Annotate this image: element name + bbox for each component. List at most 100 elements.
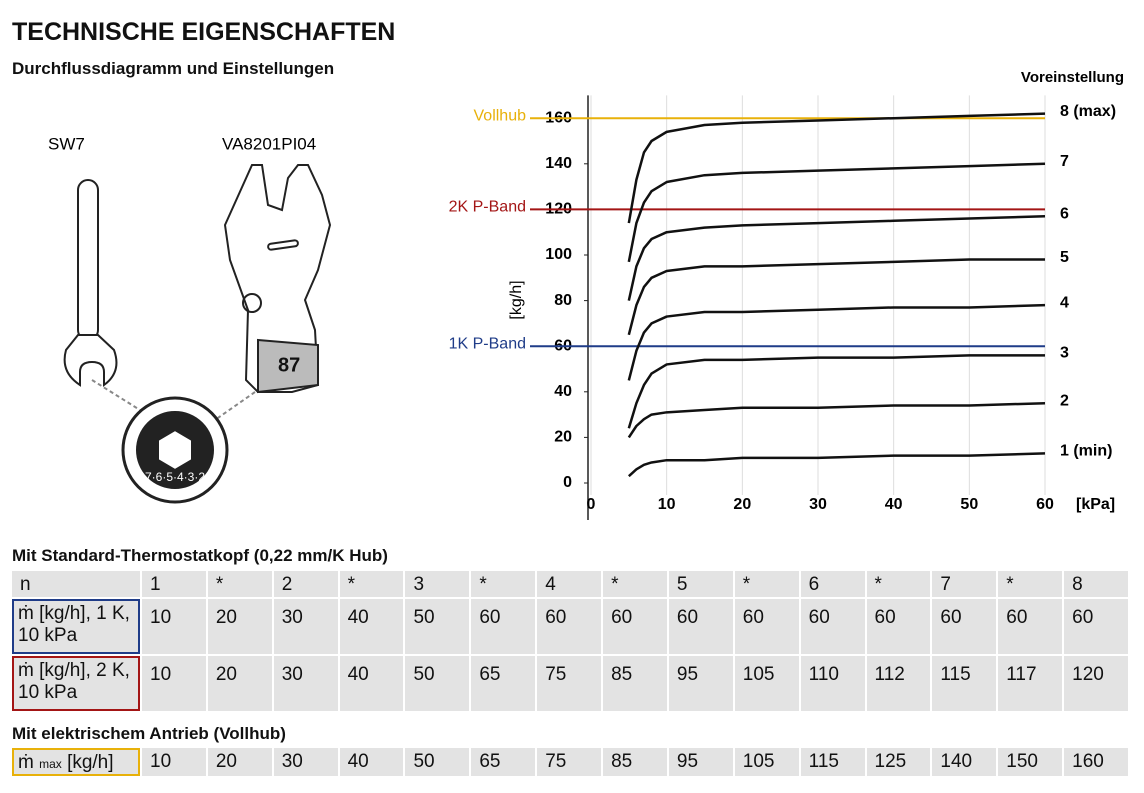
x-tick-label: 20 (733, 496, 751, 513)
x-axis-label: [kPa] (1076, 496, 1115, 513)
reference-label: 1K P-Band (449, 335, 526, 352)
table-cell: 30 (273, 656, 338, 711)
leader-line (91, 379, 141, 411)
table-cell: 10 (142, 599, 206, 654)
table-cell: 20 (207, 599, 272, 654)
label-symbol: ṁ (18, 752, 34, 773)
table-cell: 60 (800, 599, 865, 654)
label-subscript: max (39, 757, 62, 771)
hex-socket (157, 428, 193, 472)
table-cell: 125 (866, 748, 931, 776)
table-cell: 85 (603, 748, 667, 776)
reference-label: 2K P-Band (449, 199, 526, 216)
header-cell: * (998, 571, 1063, 597)
series-label: 3 (1060, 345, 1069, 362)
flow-curve (627, 258, 1045, 336)
flow-curve (627, 452, 1046, 478)
key (223, 164, 332, 393)
table-cell: 50 (405, 656, 470, 711)
header-cell: * (866, 571, 931, 597)
reference-label: Vollhub (474, 107, 527, 124)
table-cell: 20 (207, 656, 272, 711)
series-label: 5 (1060, 249, 1069, 266)
page-subtitle: Durchflussdiagramm und Einstellungen (12, 59, 335, 78)
table-cell: 85 (603, 656, 667, 711)
header-cell: 8 (1064, 571, 1128, 597)
figure: SW7 VA8201PI04 87 8·7·6·5·4·3·2·1 0 10 20 3… (48, 69, 1124, 520)
y-tick-label: 140 (545, 155, 572, 172)
table-cell: 60 (471, 599, 536, 654)
key-hole (242, 293, 262, 313)
y-tick-label: 0 (563, 474, 572, 491)
series-label: 4 (1060, 294, 1069, 311)
table: ṁ max [kg/h] 10 20 30 40 50 65 75 85 95 105 115 125 1… (12, 748, 1128, 776)
header-cell: * (603, 571, 667, 597)
table-cell: 10 (142, 656, 206, 711)
table-cell: 40 (339, 599, 404, 654)
y-tick-label: 40 (554, 383, 572, 400)
header-cell: n (12, 571, 140, 597)
series-label: 7 (1060, 153, 1069, 170)
x-tick-label: 10 (658, 496, 676, 513)
table-cell: 60 (1064, 599, 1128, 654)
table-cell: 30 (273, 748, 338, 776)
flow-chart: 0 10 20 30 40 50 60020406080100120140160[kPa][… (449, 69, 1124, 520)
dial-numbers: 8·7·6·5·4·3·2·1 (134, 470, 216, 484)
header-cell: 6 (800, 571, 865, 597)
x-tick-label: 40 (885, 496, 903, 513)
table-title: Mit Standard-Thermostatkopf (0,22 mm/K H… (12, 546, 388, 565)
table-cell: 65 (471, 656, 536, 711)
table-cell: 75 (537, 748, 602, 776)
table-cell: 117 (998, 656, 1063, 711)
key-mark: 87 (278, 354, 300, 376)
table-cell: 160 (1064, 748, 1128, 776)
table-cell: 140 (932, 748, 997, 776)
series-label: 8 (max) (1060, 103, 1116, 120)
table-cell: 95 (668, 748, 733, 776)
y-axis-label: [kg/h] (508, 280, 525, 319)
key-label: VA8201PI04 (222, 134, 316, 153)
table-cell: 60 (866, 599, 931, 654)
table-cell: 60 (998, 599, 1063, 654)
header-cell: * (471, 571, 536, 597)
label-unit: [kg/h] (67, 752, 114, 773)
row-label: ṁ [kg/h], 1 K, 10 kPa (12, 599, 140, 654)
x-tick-label: 50 (960, 496, 978, 513)
leader-line (214, 391, 256, 421)
flow-curve (627, 162, 1046, 263)
table-cell: 50 (405, 599, 470, 654)
table-cell: 95 (668, 656, 733, 711)
header-cell: * (339, 571, 404, 597)
series-label: 6 (1060, 205, 1069, 222)
row-label: ṁ [kg/h], 2 K, 10 kPa (12, 656, 140, 711)
header-cell: 2 (273, 571, 338, 597)
table-cell: 60 (932, 599, 997, 654)
table: n 1 * 2 * 3 * 4 * 5 * 6 * 7 * 8 ṁ [kg/h], 1 K, 10 kPa 10 2… (12, 571, 1128, 711)
table-cell: 105 (734, 656, 799, 711)
legend-title: Voreinstellung (1021, 69, 1124, 86)
flow-curve (627, 112, 1046, 224)
y-tick-label: 80 (554, 292, 572, 309)
table-cell: 115 (932, 656, 997, 711)
flow-curve (627, 303, 1046, 381)
x-tick-label: 60 (1036, 496, 1054, 513)
flow-curve (627, 214, 1046, 301)
key-grip (257, 338, 319, 394)
table-cell: 30 (273, 599, 338, 654)
header-cell: 3 (405, 571, 470, 597)
series-label: 2 (1060, 392, 1069, 409)
y-tick-label: 100 (545, 246, 572, 263)
flow-curve (627, 354, 1045, 429)
table-cell: 110 (800, 656, 865, 711)
table-cell: 20 (207, 748, 272, 776)
table-cell: 50 (405, 748, 470, 776)
table-cell: 75 (537, 656, 602, 711)
table-cell: 115 (800, 748, 865, 776)
table-cell: 112 (866, 656, 931, 711)
illustration (63, 164, 332, 504)
header-cell: 4 (537, 571, 602, 597)
flow-curve (627, 401, 1046, 439)
header-cell: 1 (142, 571, 206, 597)
table-cell: 105 (734, 748, 799, 776)
